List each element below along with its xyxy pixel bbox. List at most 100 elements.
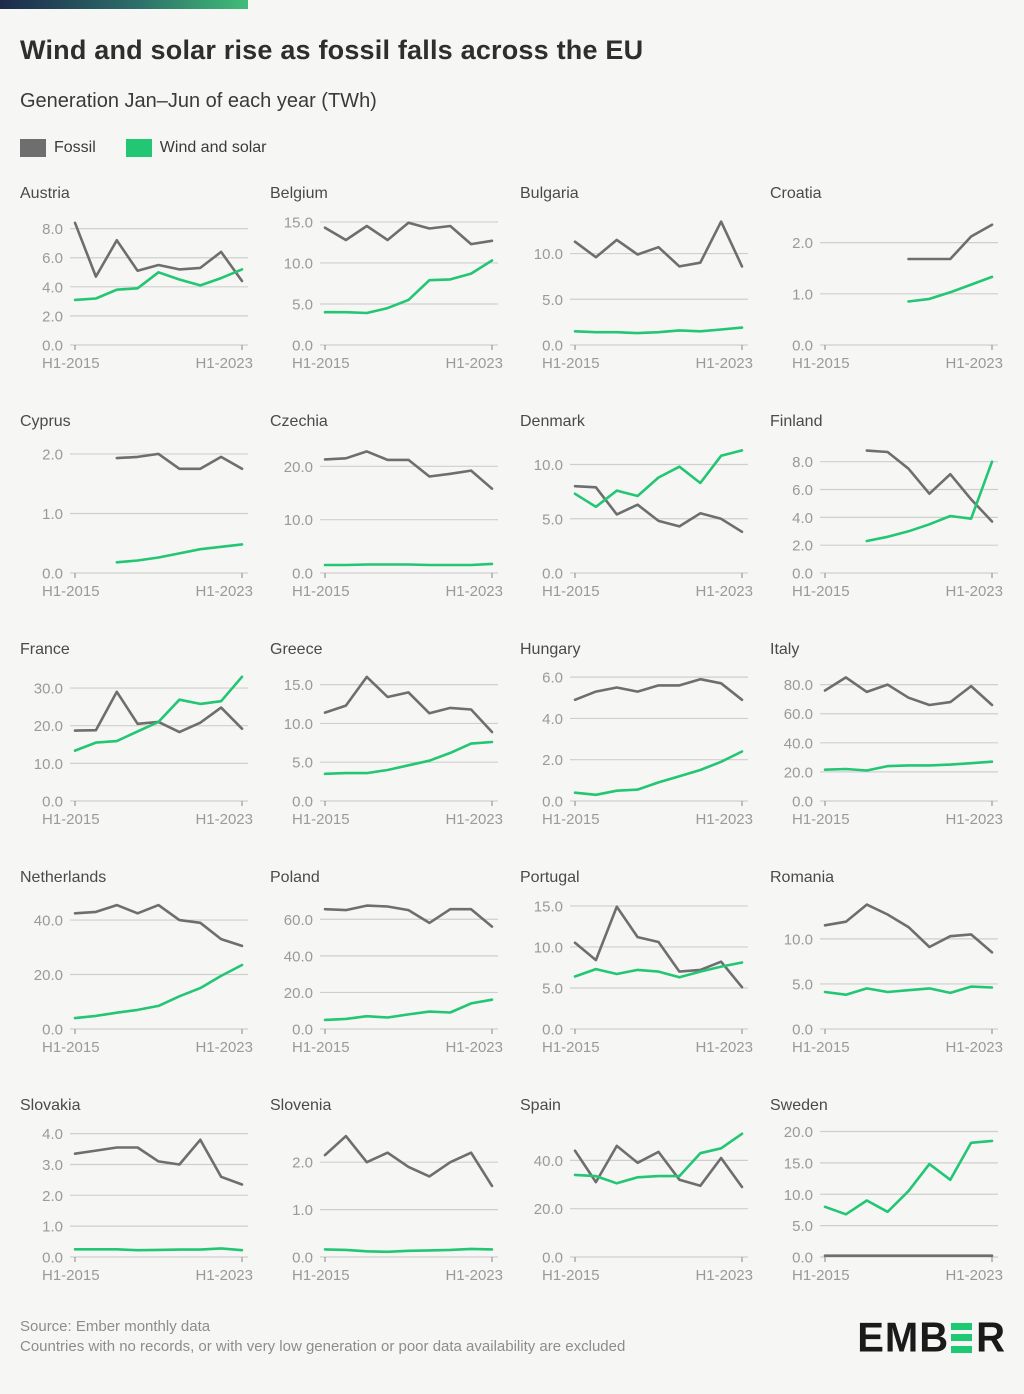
line-chart-greece: 0.0 5.0 10.0 15.0 H1-2015 H1-2023: [284, 675, 503, 828]
x-tick-label: H1-2023: [695, 1267, 753, 1284]
x-tick-label: H1-2023: [445, 811, 503, 828]
panel-title: Slovenia: [270, 1097, 332, 1114]
panel-czechia: Czechia 0.0 10.0 20.0 H1-2015 H1-2023: [270, 413, 503, 603]
line-chart-netherlands: 0.0 20.0 40.0 H1-2015 H1-2023: [34, 903, 253, 1056]
x-tick-label: H1-2023: [945, 1267, 1003, 1284]
wind-line: [323, 998, 494, 1022]
fossil-line: [573, 484, 744, 534]
legend-label-wind: Wind and solar: [159, 139, 267, 156]
y-tick-label: 60.0: [284, 912, 313, 929]
line-chart-sweden: 0.0 5.0 10.0 15.0 20.0 H1-2015 H1-2023: [784, 1124, 1003, 1284]
panel-france: France 0.0 10.0 20.0 30.0 H1-2015 H1-2023: [20, 641, 253, 831]
panel-finland: Finland 0.0 2.0 4.0 6.0 8.0 H1-2015 H1-2023: [770, 413, 1003, 603]
y-tick-label: 20.0: [34, 718, 63, 735]
wind-line: [865, 460, 994, 543]
fossil-line: [323, 221, 494, 246]
panel-title: Austria: [20, 185, 70, 202]
footer: Source: Ember monthly data Countries wit…: [0, 1317, 1024, 1359]
line-chart-spain: 0.0 20.0 40.0 H1-2015 H1-2023: [534, 1132, 753, 1284]
x-tick-label: H1-2023: [945, 355, 1003, 372]
panel-portugal: Portugal 0.0 5.0 10.0 15.0 H1-2015 H1-2023: [520, 869, 753, 1059]
y-tick-label: 0.0: [542, 794, 563, 811]
y-tick-label: 2.0: [792, 235, 813, 252]
y-tick-label: 5.0: [292, 755, 313, 772]
y-tick-label: 15.0: [534, 898, 563, 915]
x-tick-label: H1-2015: [42, 583, 100, 600]
y-tick-label: 2.0: [292, 1155, 313, 1172]
y-tick-label: 0.0: [292, 1250, 313, 1267]
panel-title: Cyprus: [20, 413, 71, 430]
y-tick-label: 0.0: [42, 794, 63, 811]
panel-italy: Italy 0.0 20.0 40.0 60.0 80.0 H1-2015 H1-2023: [770, 641, 1003, 831]
fossil-line: [823, 903, 994, 954]
panel-title: Slovakia: [20, 1097, 81, 1114]
wind-line: [73, 268, 244, 302]
fossil-line: [865, 449, 994, 523]
panel-slovakia: Slovakia 0.0 1.0 2.0 3.0 4.0 H1-2015 H1-2023: [20, 1097, 253, 1287]
y-tick-label: 0.0: [542, 566, 563, 583]
panel-title: France: [20, 641, 70, 658]
panel-title: Bulgaria: [520, 185, 579, 202]
y-tick-label: 15.0: [284, 214, 313, 231]
panel-netherlands: Netherlands 0.0 20.0 40.0 H1-2015 H1-2023: [20, 869, 253, 1059]
y-tick-label: 5.0: [792, 976, 813, 993]
wind-swatch-icon: [125, 139, 152, 157]
y-tick-label: 0.0: [292, 566, 313, 583]
exclusion-note: Countries with no records, or with very …: [20, 1338, 626, 1356]
x-tick-label: H1-2015: [292, 355, 350, 372]
line-chart-france: 0.0 10.0 20.0 30.0 H1-2015 H1-2023: [34, 675, 253, 828]
x-tick-label: H1-2023: [695, 1039, 753, 1056]
panel-slovenia: Slovenia 0.0 1.0 2.0 H1-2015 H1-2023: [270, 1097, 503, 1287]
x-tick-label: H1-2023: [195, 1039, 253, 1056]
y-tick-label: 2.0: [42, 1188, 63, 1205]
panel-croatia: Croatia 0.0 1.0 2.0 H1-2015 H1-2023: [770, 185, 1003, 375]
y-tick-label: 0.0: [542, 1250, 563, 1267]
y-tick-label: 20.0: [784, 764, 813, 781]
panel-title: Sweden: [770, 1097, 828, 1114]
legend-item-fossil: Fossil: [20, 139, 96, 157]
x-tick-label: H1-2023: [945, 583, 1003, 600]
x-tick-label: H1-2015: [42, 1039, 100, 1056]
y-tick-label: 0.0: [42, 338, 63, 355]
wind-line: [323, 562, 494, 567]
y-tick-label: 1.0: [42, 1219, 63, 1236]
brand-gradient-bar: [0, 0, 248, 9]
y-tick-label: 40.0: [784, 735, 813, 752]
x-tick-label: H1-2015: [542, 583, 600, 600]
y-tick-label: 40.0: [534, 1153, 563, 1170]
x-tick-label: H1-2015: [542, 355, 600, 372]
fossil-line: [573, 1144, 744, 1189]
y-tick-label: 6.0: [792, 482, 813, 499]
y-tick-label: 20.0: [34, 967, 63, 984]
x-tick-label: H1-2015: [42, 1267, 100, 1284]
y-tick-label: 0.0: [792, 794, 813, 811]
wind-line: [823, 985, 994, 996]
legend-item-wind: Wind and solar: [125, 139, 267, 157]
panel-cyprus: Cyprus 0.0 1.0 2.0 H1-2015 H1-2023: [20, 413, 253, 603]
fossil-line: [323, 904, 494, 928]
y-tick-label: 20.0: [534, 1201, 563, 1218]
y-tick-label: 3.0: [42, 1157, 63, 1174]
source-line: Source: Ember monthly data: [20, 1318, 211, 1335]
y-tick-label: 0.0: [292, 338, 313, 355]
panel-title: Hungary: [520, 641, 581, 658]
wind-line: [573, 326, 744, 335]
fossil-line: [115, 452, 244, 471]
x-tick-label: H1-2023: [195, 1267, 253, 1284]
y-tick-label: 1.0: [792, 286, 813, 303]
panel-title: Belgium: [270, 185, 328, 202]
y-tick-label: 0.0: [792, 1022, 813, 1039]
x-tick-label: H1-2015: [292, 583, 350, 600]
panel-spain: Spain 0.0 20.0 40.0 H1-2015 H1-2023: [520, 1097, 753, 1287]
fossil-line: [823, 676, 994, 707]
y-tick-label: 2.0: [42, 446, 63, 463]
y-tick-label: 1.0: [292, 1202, 313, 1219]
y-tick-label: 10.0: [534, 246, 563, 263]
fossil-line: [73, 903, 244, 948]
y-tick-label: 10.0: [284, 716, 313, 733]
panel-title: Denmark: [520, 413, 585, 430]
wind-line: [573, 750, 744, 797]
y-tick-label: 4.0: [42, 279, 63, 296]
fossil-swatch-icon: [20, 139, 46, 157]
fossil-line: [323, 450, 494, 491]
